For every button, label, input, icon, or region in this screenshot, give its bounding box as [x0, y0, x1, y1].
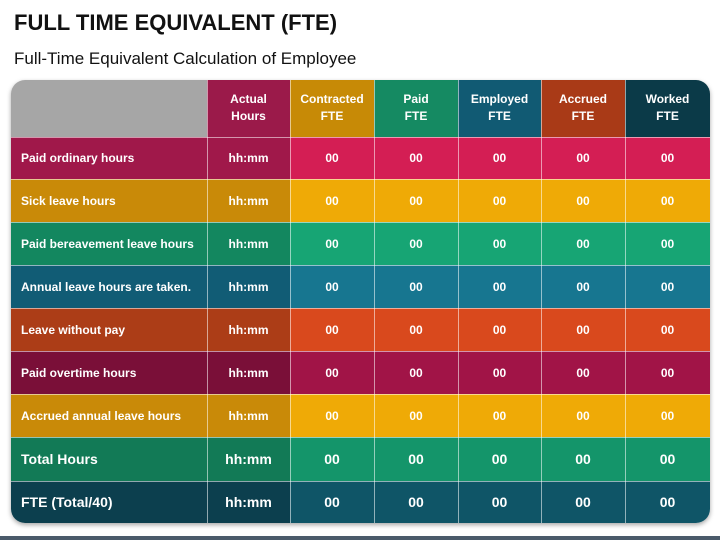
cell-fte-value: 00: [290, 137, 375, 180]
header-line2: FTE: [404, 109, 428, 124]
cell-fte-value: 00: [290, 308, 375, 352]
cell-fte-value: 00: [625, 481, 710, 523]
cell-fte-value: 00: [458, 481, 542, 523]
cell-fte-value: 00: [290, 265, 375, 309]
cell-fte-value: 00: [625, 437, 710, 482]
cell-fte-value: 00: [541, 308, 626, 352]
cell-fte-value: 00: [374, 222, 459, 266]
row-label: Annual leave hours are taken.: [11, 265, 208, 309]
row-label: Total Hours: [11, 437, 208, 482]
header-contracted-fte: Contracted FTE: [290, 80, 375, 138]
cell-actual-hours: hh:mm: [207, 179, 291, 223]
table-row: Leave without pay hh:mm 00 00 00 00 00: [11, 308, 710, 352]
cell-fte-value: 00: [458, 137, 542, 180]
table-header-row: Actual Hours Contracted FTE Paid FTE Employed F…: [11, 80, 710, 138]
cell-fte-value: 00: [625, 222, 710, 266]
cell-fte-value: 00: [541, 179, 626, 223]
cell-fte-value: 00: [625, 351, 710, 395]
cell-fte-value: 00: [374, 481, 459, 523]
table-body: Paid ordinary hours hh:mm 00 00 00 00 00 Sick l…: [11, 137, 710, 523]
cell-fte-value: 00: [374, 308, 459, 352]
table-row: Annual leave hours are taken. hh:mm 00 00 00…: [11, 265, 710, 309]
cell-fte-value: 00: [458, 265, 542, 309]
cell-actual-hours: hh:mm: [207, 308, 291, 352]
table-row: Paid ordinary hours hh:mm 00 00 00 00 00: [11, 137, 710, 180]
cell-fte-value: 00: [541, 351, 626, 395]
cell-fte-value: 00: [541, 137, 626, 180]
cell-fte-value: 00: [290, 351, 375, 395]
header-corner: [11, 80, 208, 138]
page-title: FULL TIME EQUIVALENT (FTE): [14, 10, 338, 35]
cell-actual-hours: hh:mm: [207, 265, 291, 309]
row-label: Paid overtime hours: [11, 351, 208, 395]
header-line1: Worked: [645, 92, 690, 107]
cell-fte-value: 00: [374, 265, 459, 309]
header-paid-fte: Paid FTE: [374, 80, 459, 138]
cell-fte-value: 00: [290, 481, 375, 523]
cell-fte-value: 00: [290, 437, 375, 482]
header-line1: Paid: [403, 92, 429, 107]
cell-actual-hours: hh:mm: [207, 481, 291, 523]
header-line1: Actual: [230, 92, 267, 107]
header-line1: Employed: [470, 92, 529, 107]
cell-fte-value: 00: [458, 308, 542, 352]
table-row: FTE (Total/40) hh:mm 00 00 00 00 00: [11, 481, 710, 523]
header-line2: FTE: [571, 109, 595, 124]
cell-fte-value: 00: [625, 265, 710, 309]
header-actual-hours: Actual Hours: [207, 80, 291, 138]
page-subtitle: Full-Time Equivalent Calculation of Empl…: [14, 49, 357, 68]
cell-fte-value: 00: [541, 481, 626, 523]
cell-fte-value: 00: [458, 394, 542, 438]
cell-fte-value: 00: [541, 265, 626, 309]
cell-fte-value: 00: [458, 437, 542, 482]
cell-fte-value: 00: [374, 137, 459, 180]
header-line2: FTE: [488, 109, 511, 124]
cell-fte-value: 00: [625, 137, 710, 180]
cell-actual-hours: hh:mm: [207, 137, 291, 180]
cell-fte-value: 00: [625, 308, 710, 352]
cell-fte-value: 00: [374, 179, 459, 223]
cell-fte-value: 00: [290, 394, 375, 438]
cell-fte-value: 00: [290, 179, 375, 223]
table-row: Total Hours hh:mm 00 00 00 00 00: [11, 437, 710, 482]
row-label: Paid bereavement leave hours: [11, 222, 208, 266]
row-label: Leave without pay: [11, 308, 208, 352]
cell-fte-value: 00: [290, 222, 375, 266]
header-line2: FTE: [320, 109, 344, 124]
table-row: Sick leave hours hh:mm 00 00 00 00 00: [11, 179, 710, 223]
cell-fte-value: 00: [374, 437, 459, 482]
header-line1: Accrued: [558, 92, 608, 107]
cell-fte-value: 00: [541, 222, 626, 266]
header-line1: Contracted: [300, 92, 364, 107]
cell-fte-value: 00: [541, 437, 626, 482]
cell-fte-value: 00: [458, 179, 542, 223]
header-employed-fte: Employed FTE: [458, 80, 542, 138]
header-worked-fte: Worked FTE: [625, 80, 710, 138]
cell-fte-value: 00: [541, 394, 626, 438]
cell-actual-hours: hh:mm: [207, 394, 291, 438]
table-row: Paid overtime hours hh:mm 00 00 00 00 00: [11, 351, 710, 395]
header-line2: FTE: [656, 109, 679, 124]
cell-fte-value: 00: [625, 179, 710, 223]
cell-fte-value: 00: [625, 394, 710, 438]
row-label: Accrued annual leave hours: [11, 394, 208, 438]
row-label: Sick leave hours: [11, 179, 208, 223]
table-row: Accrued annual leave hours hh:mm 00 00 00 00 0…: [11, 394, 710, 438]
row-label: Paid ordinary hours: [11, 137, 208, 180]
table-row: Paid bereavement leave hours hh:mm 00 00 00 0…: [11, 222, 710, 266]
header-accrued-fte: Accrued FTE: [541, 80, 626, 138]
cell-actual-hours: hh:mm: [207, 437, 291, 482]
cell-fte-value: 00: [458, 222, 542, 266]
header-line2: Hours: [231, 109, 266, 124]
fte-table: Actual Hours Contracted FTE Paid FTE Employed F…: [11, 80, 710, 523]
row-label: FTE (Total/40): [11, 481, 208, 523]
cell-fte-value: 00: [374, 394, 459, 438]
cell-actual-hours: hh:mm: [207, 222, 291, 266]
bottom-bar: [0, 536, 720, 540]
cell-fte-value: 00: [458, 351, 542, 395]
fte-table-container: Actual Hours Contracted FTE Paid FTE Employed F…: [11, 80, 710, 523]
cell-fte-value: 00: [374, 351, 459, 395]
cell-actual-hours: hh:mm: [207, 351, 291, 395]
